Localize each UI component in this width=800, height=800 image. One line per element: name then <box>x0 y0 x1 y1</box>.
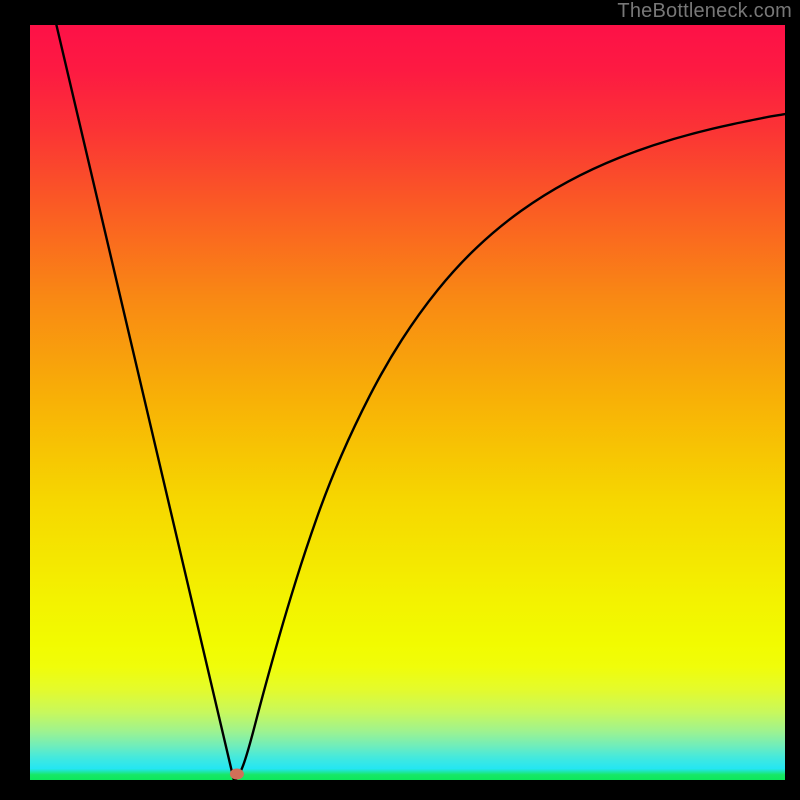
watermark-text: TheBottleneck.com <box>617 0 792 23</box>
chart-container: TheBottleneck.com <box>0 0 800 800</box>
bottleneck-chart <box>0 0 800 800</box>
